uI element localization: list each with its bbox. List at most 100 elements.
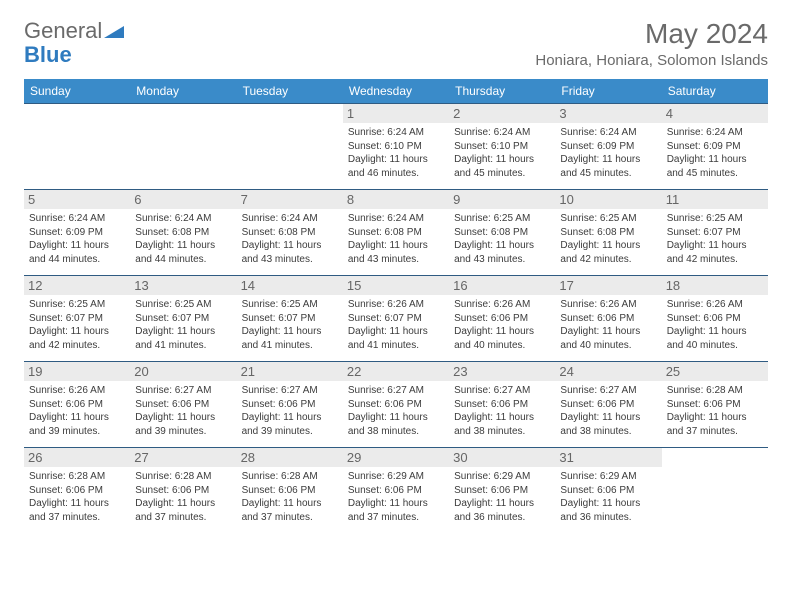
weekday-header: Friday xyxy=(555,79,661,104)
day-data: Sunrise: 6:25 AMSunset: 6:08 PMDaylight:… xyxy=(560,212,656,266)
logo-line2: Blue xyxy=(24,42,72,68)
calendar-cell: 27 Sunrise: 6:28 AMSunset: 6:06 PMDayligh… xyxy=(130,448,236,534)
calendar-cell xyxy=(237,104,343,190)
day-data: Sunrise: 6:26 AMSunset: 6:06 PMDaylight:… xyxy=(560,298,656,352)
day-number: 17 xyxy=(555,276,661,295)
day-number: 12 xyxy=(24,276,130,295)
day-number: 19 xyxy=(24,362,130,381)
calendar-cell: 31Sunrise: 6:29 AMSunset: 6:06 PMDayligh… xyxy=(555,448,661,534)
logo-text-2: Blue xyxy=(24,42,72,67)
day-data: Sunrise: 6:24 AMSunset: 6:09 PMDaylight:… xyxy=(560,126,656,180)
calendar-cell: 11Sunrise: 6:25 AMSunset: 6:07 PMDayligh… xyxy=(662,190,768,276)
day-number: 24 xyxy=(555,362,661,381)
calendar-cell: 8Sunrise: 6:24 AMSunset: 6:08 PMDaylight… xyxy=(343,190,449,276)
weekday-header: Wednesday xyxy=(343,79,449,104)
day-number: 3 xyxy=(555,104,661,123)
day-number: 6 xyxy=(130,190,236,209)
calendar-cell: 3 Sunrise: 6:24 AMSunset: 6:09 PMDaylight… xyxy=(555,104,661,190)
calendar-cell: 24 Sunrise: 6:27 AMSunset: 6:06 PMDayligh… xyxy=(555,362,661,448)
day-data: Sunrise: 6:27 AMSunset: 6:06 PMDaylight:… xyxy=(560,384,656,438)
day-number: 4 xyxy=(662,104,768,123)
day-data: Sunrise: 6:26 AMSunset: 6:06 PMDaylight:… xyxy=(29,384,125,438)
location-text: Honiara, Honiara, Solomon Islands xyxy=(535,52,768,69)
calendar-cell xyxy=(24,104,130,190)
calendar-cell: 26 Sunrise: 6:28 AMSunset: 6:06 PMDayligh… xyxy=(24,448,130,534)
day-data: Sunrise: 6:25 AMSunset: 6:07 PMDaylight:… xyxy=(135,298,231,352)
calendar-cell: 10 Sunrise: 6:25 AMSunset: 6:08 PMDayligh… xyxy=(555,190,661,276)
day-number: 23 xyxy=(449,362,555,381)
day-number: 14 xyxy=(237,276,343,295)
day-data: Sunrise: 6:24 AMSunset: 6:09 PMDaylight:… xyxy=(667,126,763,180)
calendar-cell: 14Sunrise: 6:25 AMSunset: 6:07 PMDayligh… xyxy=(237,276,343,362)
day-number: 25 xyxy=(662,362,768,381)
calendar-row: 12 Sunrise: 6:25 AMSunset: 6:07 PMDayligh… xyxy=(24,276,768,362)
calendar-cell: 23 Sunrise: 6:27 AMSunset: 6:06 PMDayligh… xyxy=(449,362,555,448)
calendar-cell xyxy=(130,104,236,190)
day-data: Sunrise: 6:27 AMSunset: 6:06 PMDaylight:… xyxy=(454,384,550,438)
day-number: 28 xyxy=(237,448,343,467)
calendar-cell: 20Sunrise: 6:27 AMSunset: 6:06 PMDayligh… xyxy=(130,362,236,448)
day-data: Sunrise: 6:25 AMSunset: 6:08 PMDaylight:… xyxy=(454,212,550,266)
day-data: Sunrise: 6:27 AMSunset: 6:06 PMDaylight:… xyxy=(242,384,338,438)
calendar-cell: 29 Sunrise: 6:29 AMSunset: 6:06 PMDayligh… xyxy=(343,448,449,534)
logo-icon xyxy=(104,22,126,40)
calendar-body: 1Sunrise: 6:24 AMSunset: 6:10 PMDaylight… xyxy=(24,104,768,534)
day-data: Sunrise: 6:28 AMSunset: 6:06 PMDaylight:… xyxy=(29,470,125,524)
day-data: Sunrise: 6:28 AMSunset: 6:06 PMDaylight:… xyxy=(135,470,231,524)
day-data: Sunrise: 6:28 AMSunset: 6:06 PMDaylight:… xyxy=(242,470,338,524)
weekday-header: Sunday xyxy=(24,79,130,104)
weekday-header: Saturday xyxy=(662,79,768,104)
calendar-cell: 4 Sunrise: 6:24 AMSunset: 6:09 PMDaylight… xyxy=(662,104,768,190)
calendar-cell: 25 Sunrise: 6:28 AMSunset: 6:06 PMDayligh… xyxy=(662,362,768,448)
calendar-cell: 30Sunrise: 6:29 AMSunset: 6:06 PMDayligh… xyxy=(449,448,555,534)
calendar-cell: 13 Sunrise: 6:25 AMSunset: 6:07 PMDayligh… xyxy=(130,276,236,362)
day-number: 27 xyxy=(130,448,236,467)
header: General May 2024 Honiara, Honiara, Solom… xyxy=(24,18,768,69)
calendar-cell: 28 Sunrise: 6:28 AMSunset: 6:06 PMDayligh… xyxy=(237,448,343,534)
day-data: Sunrise: 6:26 AMSunset: 6:06 PMDaylight:… xyxy=(667,298,763,352)
day-data: Sunrise: 6:26 AMSunset: 6:07 PMDaylight:… xyxy=(348,298,444,352)
day-data: Sunrise: 6:29 AMSunset: 6:06 PMDaylight:… xyxy=(348,470,444,524)
day-number: 22 xyxy=(343,362,449,381)
calendar-cell: 16 Sunrise: 6:26 AMSunset: 6:06 PMDayligh… xyxy=(449,276,555,362)
day-data: Sunrise: 6:29 AMSunset: 6:06 PMDaylight:… xyxy=(560,470,656,524)
day-number: 16 xyxy=(449,276,555,295)
day-number: 29 xyxy=(343,448,449,467)
calendar-cell: 6Sunrise: 6:24 AMSunset: 6:08 PMDaylight… xyxy=(130,190,236,276)
day-number: 8 xyxy=(343,190,449,209)
day-number: 21 xyxy=(237,362,343,381)
logo: General xyxy=(24,18,126,44)
day-number: 15 xyxy=(343,276,449,295)
day-data: Sunrise: 6:28 AMSunset: 6:06 PMDaylight:… xyxy=(667,384,763,438)
day-number: 11 xyxy=(662,190,768,209)
calendar-table: SundayMondayTuesdayWednesdayThursdayFrid… xyxy=(24,79,768,534)
weekday-header: Thursday xyxy=(449,79,555,104)
calendar-cell: 5Sunrise: 6:24 AMSunset: 6:09 PMDaylight… xyxy=(24,190,130,276)
calendar-cell: 21 Sunrise: 6:27 AMSunset: 6:06 PMDayligh… xyxy=(237,362,343,448)
day-number: 18 xyxy=(662,276,768,295)
day-number: 30 xyxy=(449,448,555,467)
day-number: 20 xyxy=(130,362,236,381)
calendar-cell: 7 Sunrise: 6:24 AMSunset: 6:08 PMDaylight… xyxy=(237,190,343,276)
title-block: May 2024 Honiara, Honiara, Solomon Islan… xyxy=(535,18,768,69)
calendar-row: 26 Sunrise: 6:28 AMSunset: 6:06 PMDayligh… xyxy=(24,448,768,534)
day-data: Sunrise: 6:25 AMSunset: 6:07 PMDaylight:… xyxy=(29,298,125,352)
weekday-header-row: SundayMondayTuesdayWednesdayThursdayFrid… xyxy=(24,79,768,104)
day-data: Sunrise: 6:24 AMSunset: 6:10 PMDaylight:… xyxy=(348,126,444,180)
calendar-cell: 2Sunrise: 6:24 AMSunset: 6:10 PMDaylight… xyxy=(449,104,555,190)
calendar-row: 19 Sunrise: 6:26 AMSunset: 6:06 PMDayligh… xyxy=(24,362,768,448)
day-number: 2 xyxy=(449,104,555,123)
day-data: Sunrise: 6:24 AMSunset: 6:08 PMDaylight:… xyxy=(242,212,338,266)
logo-text-1: General xyxy=(24,18,102,44)
day-number: 7 xyxy=(237,190,343,209)
day-number: 10 xyxy=(555,190,661,209)
day-data: Sunrise: 6:27 AMSunset: 6:06 PMDaylight:… xyxy=(348,384,444,438)
calendar-cell: 17 Sunrise: 6:26 AMSunset: 6:06 PMDayligh… xyxy=(555,276,661,362)
day-number: 13 xyxy=(130,276,236,295)
day-data: Sunrise: 6:26 AMSunset: 6:06 PMDaylight:… xyxy=(454,298,550,352)
calendar-cell: 19 Sunrise: 6:26 AMSunset: 6:06 PMDayligh… xyxy=(24,362,130,448)
day-number: 26 xyxy=(24,448,130,467)
calendar-cell: 18 Sunrise: 6:26 AMSunset: 6:06 PMDayligh… xyxy=(662,276,768,362)
calendar-cell: 15 Sunrise: 6:26 AMSunset: 6:07 PMDayligh… xyxy=(343,276,449,362)
calendar-row: 5Sunrise: 6:24 AMSunset: 6:09 PMDaylight… xyxy=(24,190,768,276)
